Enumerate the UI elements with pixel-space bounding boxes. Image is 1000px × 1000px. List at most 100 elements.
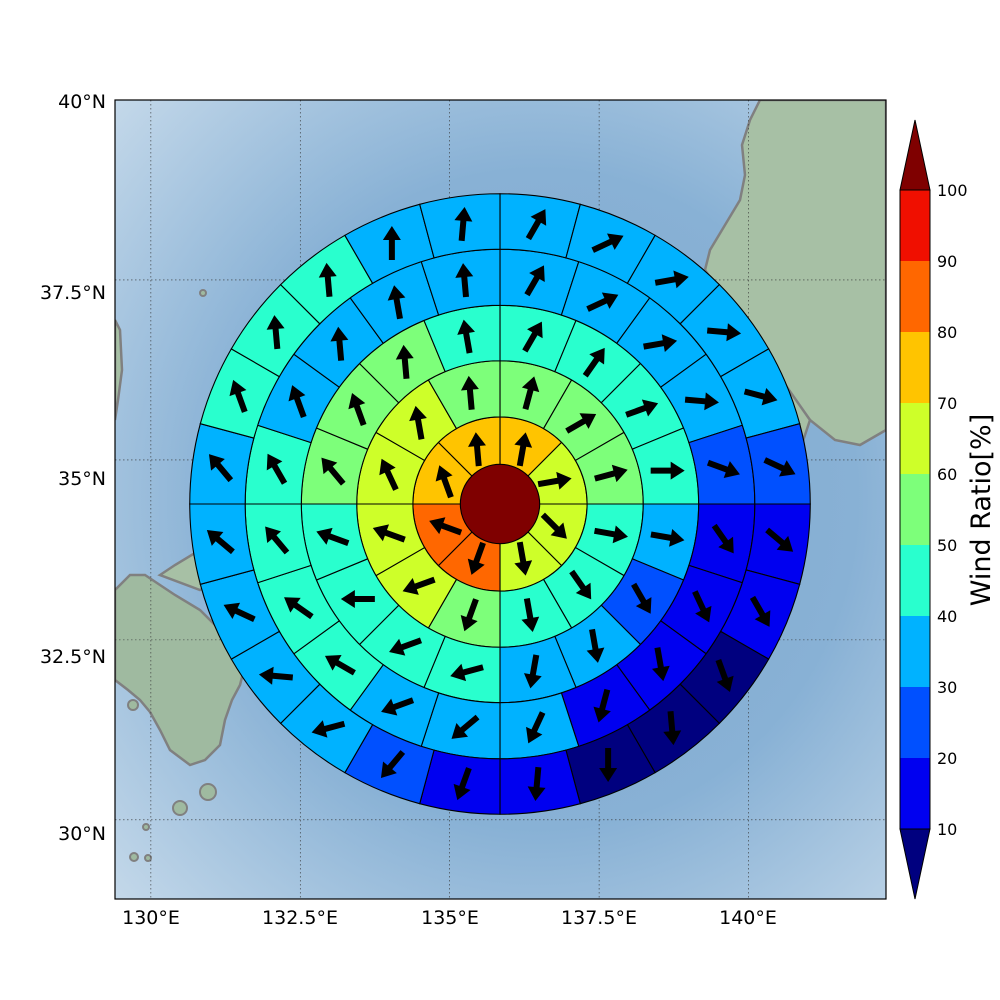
wind-arrow xyxy=(409,405,427,440)
wind-arrow xyxy=(288,385,307,419)
wind-sector xyxy=(419,193,501,259)
colorbar-segments xyxy=(899,119,931,900)
wind-arrow xyxy=(284,597,314,620)
colorbar-segment xyxy=(900,261,930,332)
wind-arrow xyxy=(711,523,734,554)
wind-direction-arrows xyxy=(206,206,796,802)
colorbar-tick-labels: 10 20 30 40 50 60 70 80 90 100 xyxy=(937,181,968,839)
wind-arrow xyxy=(455,263,474,298)
lat-tick-label: 35°N xyxy=(58,468,106,490)
wind-arrow xyxy=(763,457,796,477)
wind-sector-rings xyxy=(189,193,811,815)
longitude-tick-labels: 130°E 132.5°E 135°E 137.5°E 140°E xyxy=(122,907,777,929)
wind-arrow xyxy=(460,375,479,410)
map-area xyxy=(114,99,887,900)
wind-arrow xyxy=(715,658,734,692)
lon-tick-label: 140°E xyxy=(719,907,777,929)
wind-arrow xyxy=(631,582,652,614)
wind-arrow xyxy=(625,399,659,418)
wind-arrow xyxy=(514,541,533,576)
colorbar-segment xyxy=(900,545,930,616)
wind-arrow xyxy=(379,458,399,491)
wind-arrow xyxy=(451,714,480,739)
wind-arrow xyxy=(467,541,486,575)
colorbar-extend-min xyxy=(899,828,931,900)
wind-arrow xyxy=(749,595,771,627)
lon-tick-label: 132.5°E xyxy=(262,907,338,929)
wind-arrow xyxy=(402,576,436,595)
wind-arrow xyxy=(586,628,605,663)
wind-arrow xyxy=(527,766,546,802)
lon-tick-label: 135°E xyxy=(421,907,479,929)
wind-arrow xyxy=(765,527,794,552)
colorbar-tick-label: 40 xyxy=(937,607,957,626)
wind-arrow xyxy=(650,529,685,547)
wind-arrow xyxy=(258,666,294,685)
wind-arrow xyxy=(450,663,484,682)
colorbar-segment xyxy=(900,687,930,758)
wind-arrow xyxy=(324,655,356,676)
wind-arrow xyxy=(266,453,288,485)
wind-arrow xyxy=(593,688,611,723)
wind-arrow xyxy=(565,413,597,434)
wind-arrow xyxy=(593,525,628,544)
colorbar-tick-label: 80 xyxy=(937,323,957,342)
wind-arrow xyxy=(311,720,346,738)
wind-arrow xyxy=(537,471,572,490)
wind-arrow xyxy=(522,321,543,353)
colorbar-tick-label: 50 xyxy=(937,536,957,555)
wind-arrow xyxy=(457,319,475,354)
colorbar-tick-label: 10 xyxy=(937,820,957,839)
wind-arrow xyxy=(663,710,682,746)
wind-arrow xyxy=(684,392,719,411)
wind-arrow xyxy=(540,512,567,539)
lat-tick-label: 32.5°N xyxy=(40,646,106,668)
wind-arrow xyxy=(223,602,256,623)
wind-arrow xyxy=(525,209,547,241)
wind-arrow xyxy=(523,654,542,689)
lat-tick-label: 30°N xyxy=(58,823,106,845)
wind-arrow xyxy=(591,233,624,253)
landmass-honshu-west-edge xyxy=(115,319,124,421)
colorbar-segment xyxy=(900,190,930,261)
colorbar-tick-label: 30 xyxy=(937,678,957,697)
colorbar-segment xyxy=(900,758,930,829)
wind-sector xyxy=(499,749,581,815)
landmass-kyushu xyxy=(115,573,247,767)
lat-tick-label: 40°N xyxy=(58,91,106,113)
wind-arrow xyxy=(468,432,486,467)
wind-arrow xyxy=(586,292,619,312)
wind-arrow xyxy=(526,711,546,744)
wind-arrow xyxy=(229,379,248,413)
colorbar-segment xyxy=(900,474,930,545)
wind-arrow xyxy=(650,461,685,480)
map-frame xyxy=(114,99,887,900)
wind-arrow xyxy=(706,323,742,342)
colorbar-tick-label: 90 xyxy=(937,252,957,271)
wind-arrow xyxy=(316,527,350,546)
wind-arrow xyxy=(651,647,670,682)
wind-arrow xyxy=(654,270,689,289)
latitude-tick-labels: 30°N 32.5°N 35°N 37.5°N 40°N xyxy=(40,91,106,845)
lon-tick-label: 130°E xyxy=(122,907,180,929)
colorbar-tick-label: 60 xyxy=(937,465,957,484)
wind-arrow xyxy=(569,569,592,600)
wind-arrow xyxy=(348,393,367,427)
colorbar-segment xyxy=(900,616,930,687)
wind-arrow xyxy=(318,262,337,298)
wind-arrow xyxy=(692,590,712,623)
colorbar-tick-label: 70 xyxy=(937,394,957,413)
wind-arrow xyxy=(599,748,618,783)
wind-arrow xyxy=(743,387,778,406)
wind-arrow xyxy=(330,326,349,361)
colorbar-tick-label: 20 xyxy=(937,749,957,768)
center-disc xyxy=(459,463,541,545)
wind-arrow xyxy=(208,454,234,483)
wind-arrow xyxy=(265,526,290,555)
colorbar-label: Wind Ratio[%] xyxy=(966,414,997,606)
wind-arrow xyxy=(321,457,346,486)
colorbar-extend-max xyxy=(899,119,931,191)
wind-arrow xyxy=(521,597,540,632)
colorbar-segment xyxy=(900,403,930,474)
wind-arrow xyxy=(340,589,375,608)
